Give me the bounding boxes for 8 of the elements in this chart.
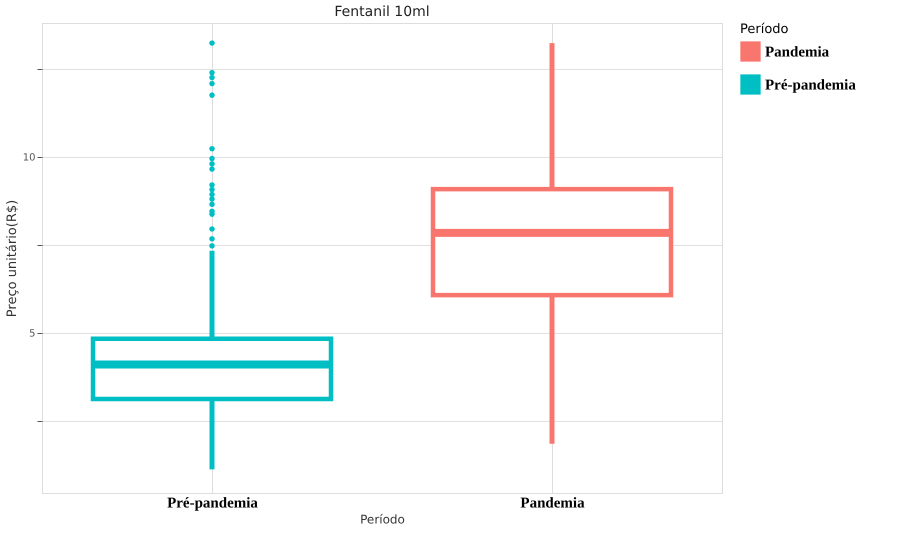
y-tick-label: 5	[29, 328, 36, 340]
legend-label: Pandemia	[765, 44, 830, 60]
legend-label: Pré-pandemia	[765, 78, 856, 94]
x-axis-title: Período	[360, 512, 405, 526]
y-tick-label: 10	[22, 152, 36, 164]
y-axis-title: Preço unitário(R$)	[4, 200, 20, 318]
legend-title: Período	[740, 22, 789, 37]
chart-title: Fentanil 10ml	[334, 4, 430, 20]
